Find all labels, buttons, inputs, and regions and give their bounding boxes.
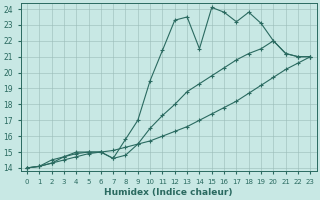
X-axis label: Humidex (Indice chaleur): Humidex (Indice chaleur) — [104, 188, 233, 197]
